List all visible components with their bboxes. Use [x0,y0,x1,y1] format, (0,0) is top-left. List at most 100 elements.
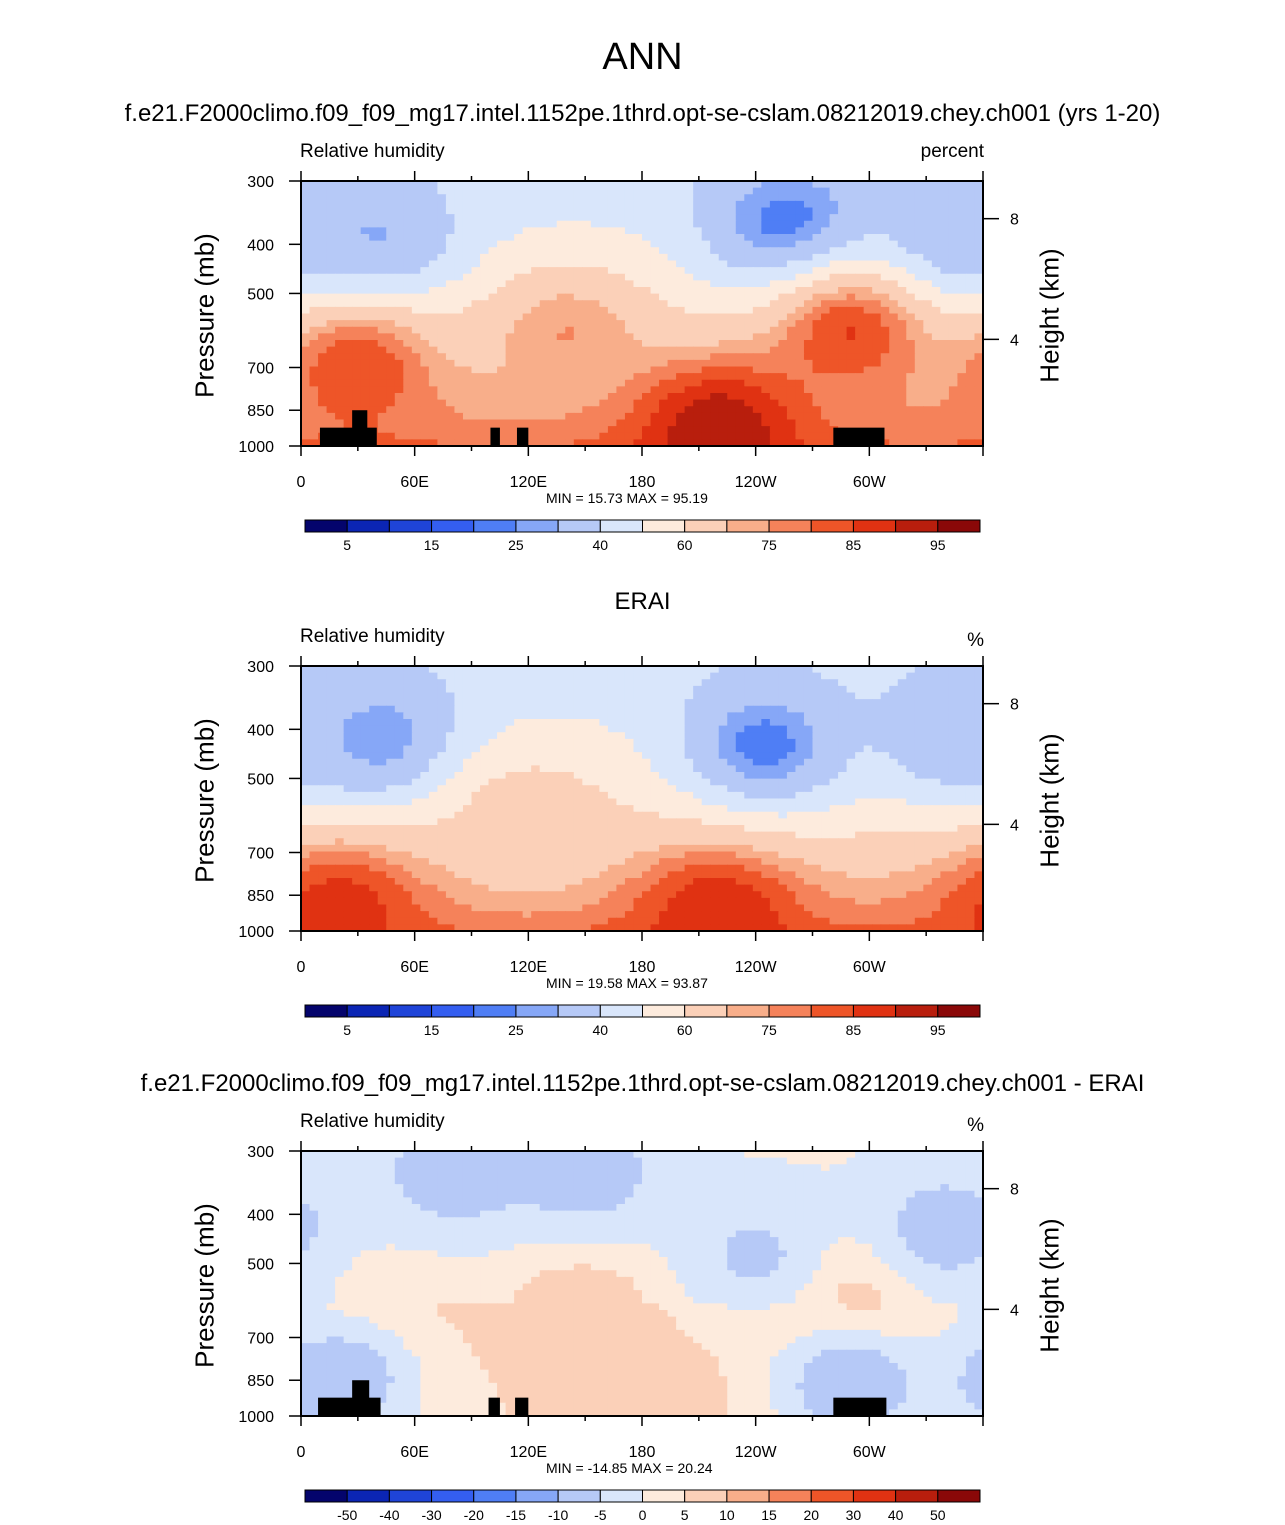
colorbar-swatch [642,1004,686,1018]
colorbar-swatch [557,1489,601,1503]
colorbar-swatch [515,519,559,533]
colorbar-label: 85 [846,1022,862,1038]
colorbar-label: 25 [508,1022,524,1038]
colorbar-label: 85 [846,537,862,553]
x-tick-label: 180 [629,1444,656,1461]
x-tick-label: 120W [735,474,778,491]
colorbar-label: -5 [594,1507,607,1523]
colorbar-label: 60 [677,537,693,553]
colorbar-label: 40 [593,1022,609,1038]
x-tick-label: 60E [400,474,428,491]
colorbar-label: 15 [424,1022,440,1038]
colorbar-swatch [599,1489,643,1503]
x-tick-label: 0 [297,959,306,976]
y-tick-label: 700 [247,845,274,862]
colorbar-swatch [346,519,390,533]
colorbar-label: 95 [930,1022,946,1038]
colorbar-swatch [431,1489,475,1503]
colorbar-swatch [895,1004,939,1018]
x-tick-label: 120E [510,474,547,491]
y-tick-label: 850 [247,403,274,420]
colorbar-swatch [768,1489,812,1503]
panel-3-y-axis-label: Pressure (mb) [189,1203,220,1368]
colorbar-swatch [304,1004,348,1018]
colorbar-label: -10 [548,1507,568,1523]
x-tick-label: 0 [297,1444,306,1461]
colorbar-swatch [515,1004,559,1018]
colorbar-label: 25 [508,537,524,553]
colorbar-swatch [557,1004,601,1018]
colorbar-label: 15 [761,1507,777,1523]
colorbar-swatch [726,1489,770,1503]
colorbar-swatch [473,1489,517,1503]
colorbar-swatch [810,1489,854,1503]
colorbar-label: 15 [424,537,440,553]
page-title: ANN [602,36,683,78]
x-tick-label: 60W [853,474,887,491]
colorbar-label: 60 [677,1022,693,1038]
x-tick-label: 60W [853,1444,887,1461]
colorbar-swatch [304,1489,348,1503]
terrain-mask [515,1397,529,1416]
right-tick-label: 8 [1010,697,1019,714]
panel-3-variable-label: Relative humidity [300,1111,445,1132]
terrain-mask [319,427,377,446]
panel-3-units-label: % [967,1115,984,1136]
panel-1-title: f.e21.F2000climo.f09_f09_mg17.intel.1152… [124,100,1161,127]
colorbar-label: 75 [761,537,777,553]
colorbar-swatch [768,1004,812,1018]
panel-2-units-label: % [967,630,984,651]
x-tick-label: 180 [629,959,656,976]
y-tick-label: 1000 [238,1409,274,1426]
colorbar-swatch [599,1004,643,1018]
x-tick-label: 120W [735,1444,778,1461]
x-tick-label: 120E [510,1444,547,1461]
terrain-mask [318,1397,381,1416]
colorbar-swatch [768,519,812,533]
colorbar-swatch [473,1004,517,1018]
colorbar-label: 30 [846,1507,862,1523]
colorbar-label: -30 [421,1507,441,1523]
panel-3-min-max: MIN = -14.85 MAX = 20.24 [546,1460,713,1476]
y-tick-label: 700 [247,360,274,377]
y-tick-label: 300 [247,659,274,676]
right-tick-label: 8 [1010,1182,1019,1199]
colorbar-label: 10 [719,1507,735,1523]
panel-2-chart: 0 60E 120E 180 120W 60W 300 400 500 700 850 1000 8 4 5… [238,656,1019,1038]
y-tick-label: 500 [247,1256,274,1273]
colorbar-swatch [684,519,728,533]
colorbar-swatch [937,1004,981,1018]
colorbar-label: -20 [464,1507,484,1523]
colorbar-label: 50 [930,1507,946,1523]
colorbar-swatch [431,1004,475,1018]
y-tick-label: 700 [247,1330,274,1347]
terrain-mask [352,1380,370,1416]
colorbar-swatch [515,1489,559,1503]
terrain-mask [488,1397,500,1416]
x-tick-label: 0 [297,474,306,491]
colorbar-swatch [388,1489,433,1503]
colorbar-swatch [304,519,348,533]
x-tick-label: 120W [735,959,778,976]
colorbar-swatch [726,1004,770,1018]
right-tick-label: 4 [1010,1302,1019,1319]
panel-3-chart: 0 60E 120E 180 120W 60W300400500700850100084-… [238,1141,1019,1523]
y-tick-label: 850 [247,888,274,905]
colorbar-swatch [895,519,939,533]
colorbar-swatch [388,1004,433,1018]
colorbar-swatch [557,519,601,533]
y-tick-label: 300 [247,1144,274,1161]
y-tick-label: 400 [247,722,274,739]
colorbar-label: 20 [803,1507,819,1523]
x-tick-label: 180 [629,474,656,491]
x-tick-label: 60E [400,959,428,976]
colorbar-label: 40 [888,1507,904,1523]
y-tick-label: 400 [247,1207,274,1224]
colorbar-swatch [642,1489,686,1503]
colorbar-swatch [388,519,433,533]
right-tick-label: 4 [1010,332,1019,349]
colorbar-swatch [346,1489,390,1503]
colorbar-swatch [810,1004,854,1018]
terrain-mask [490,427,500,446]
